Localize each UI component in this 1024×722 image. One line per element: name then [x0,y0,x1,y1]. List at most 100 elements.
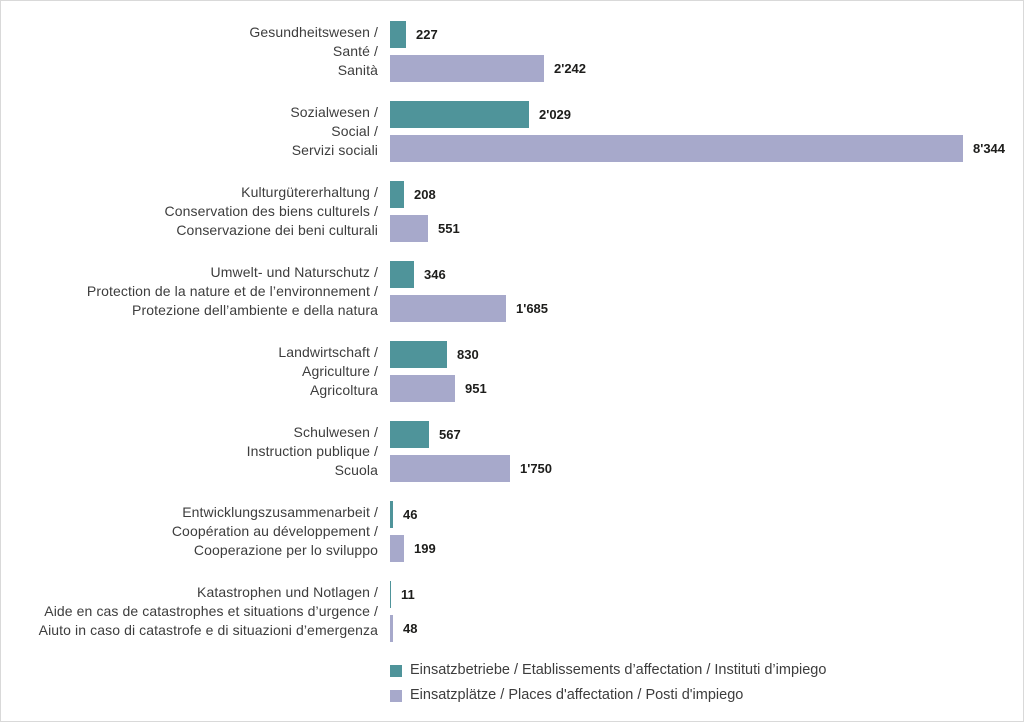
category-bars: 208 551 [390,181,460,242]
category-label-line: Santé / [332,43,378,59]
bar-line-einsatzplaetze: 551 [390,215,460,242]
bar-line-einsatzplaetze: 199 [390,535,436,562]
bar-line-einsatzbetriebe: 830 [390,341,487,368]
category-label-line: Aide en cas de catastrophes et situation… [44,603,378,619]
category-label-line: Agriculture / [302,363,378,379]
value-einsatzbetriebe: 2'029 [539,107,572,122]
category-label: Sozialwesen / Social / Servizi sociali [1,103,378,160]
category-label-line: Servizi sociali [291,142,378,158]
category-row: Katastrophen und Notlagen / Aide en cas d… [1,581,1023,642]
value-einsatzbetriebe: 208 [414,187,436,202]
category-label-line: Gesundheitswesen / [249,24,378,40]
category-label-line: Conservazione dei beni culturali [176,222,378,238]
bar-einsatzbetriebe [390,501,393,528]
category-label: Schulwesen / Instruction publique / Scuola [1,423,378,480]
category-bars: 2'029 8'344 [390,101,1005,162]
category-label-line: Agricoltura [309,382,378,398]
category-label-line: Umwelt- und Naturschutz / [210,264,378,280]
bar-einsatzplaetze [390,615,393,642]
category-label: Gesundheitswesen / Santé / Sanità [1,23,378,80]
category-label: Katastrophen und Notlagen / Aide en cas d… [1,583,378,640]
legend-label-einsatzplaetze: Einsatzplätze / Places d'affectation / P… [410,687,744,703]
bar-einsatzplaetze [390,295,506,322]
bar-einsatzbetriebe [390,101,529,128]
bar-einsatzplaetze [390,135,963,162]
category-label-line: Conservation des biens culturels / [164,203,378,219]
category-row: Schulwesen / Instruction publique / Scuola… [1,421,1023,482]
legend-label-einsatzbetriebe: Einsatzbetriebe / Etablissements d’affec… [410,662,827,678]
value-einsatzplaetze: 48 [403,621,418,636]
bar-line-einsatzplaetze: 2'242 [390,55,586,82]
legend-swatch-einsatzbetriebe-icon [390,664,402,677]
value-einsatzplaetze: 1'750 [520,461,553,476]
value-einsatzbetriebe: 830 [457,347,479,362]
category-row: Kulturgütererhaltung / Conservation des b… [1,181,1023,242]
category-row: Sozialwesen / Social / Servizi sociali 2'0… [1,101,1023,162]
chart-rows: Gesundheitswesen / Santé / Sanità 227 2'24… [1,21,1023,642]
category-bars: 830 951 [390,341,487,402]
category-bars: 11 48 [390,581,417,642]
category-row: Entwicklungszusammenarbeit / Coopération … [1,501,1023,562]
value-einsatzbetriebe: 11 [401,587,415,602]
bar-einsatzplaetze [390,375,455,402]
bar-line-einsatzplaetze: 1'685 [390,295,548,322]
bar-line-einsatzbetriebe: 2'029 [390,101,1005,128]
legend-item-einsatzplaetze: Einsatzplätze / Places d'affectation / P… [390,686,1023,705]
category-bars: 46 199 [390,501,436,562]
bar-line-einsatzplaetze: 1'750 [390,455,552,482]
category-label-line: Instruction publique / [246,443,378,459]
bar-einsatzplaetze [390,215,428,242]
bar-einsatzplaetze [390,535,404,562]
category-label-line: Protezione dell’ambiente e della natura [132,302,378,318]
bar-einsatzplaetze [390,55,544,82]
category-label-line: Protection de la nature et de l’environn… [86,283,378,299]
category-label: Landwirtschaft / Agriculture / Agricoltura [1,343,378,400]
category-label-line: Aiuto in caso di catastrofe e di situazi… [38,622,378,638]
bar-einsatzbetriebe [390,21,406,48]
legend-swatch-einsatzplaetze-icon [390,689,402,702]
category-row: Gesundheitswesen / Santé / Sanità 227 2'24… [1,21,1023,82]
bar-line-einsatzbetriebe: 46 [390,501,436,528]
category-label: Kulturgütererhaltung / Conservation des b… [1,183,378,240]
bar-einsatzbetriebe [390,181,404,208]
category-row: Landwirtschaft / Agriculture / Agricoltura… [1,341,1023,402]
value-einsatzplaetze: 8'344 [973,141,1006,156]
category-label-line: Kulturgütererhaltung / [241,184,378,200]
category-bars: 567 1'750 [390,421,552,482]
category-bars: 346 1'685 [390,261,548,322]
value-einsatzbetriebe: 567 [439,427,461,442]
category-label: Umwelt- und Naturschutz / Protection de l… [1,263,378,320]
value-einsatzplaetze: 1'685 [516,301,549,316]
category-label-line: Sanità [337,62,378,78]
category-label-line: Katastrophen und Notlagen / [197,584,378,600]
bar-line-einsatzplaetze: 48 [390,615,417,642]
value-einsatzplaetze: 2'242 [554,61,587,76]
legend-item-einsatzbetriebe: Einsatzbetriebe / Etablissements d’affec… [390,661,1023,680]
category-row: Umwelt- und Naturschutz / Protection de l… [1,261,1023,322]
category-bars: 227 2'242 [390,21,586,82]
category-label-line: Cooperazione per lo sviluppo [193,542,378,558]
bar-einsatzbetriebe [390,581,391,608]
bar-line-einsatzbetriebe: 208 [390,181,460,208]
bar-line-einsatzbetriebe: 346 [390,261,548,288]
value-einsatzplaetze: 551 [438,221,460,236]
bar-einsatzbetriebe [390,341,447,368]
category-label: Entwicklungszusammenarbeit / Coopération … [1,503,378,560]
bar-einsatzbetriebe [390,261,414,288]
chart-plot-area: Gesundheitswesen / Santé / Sanità 227 2'24… [1,1,1023,705]
value-einsatzbetriebe: 46 [403,507,418,522]
category-label-line: Social / [331,123,378,139]
bar-einsatzbetriebe [390,421,429,448]
bar-line-einsatzbetriebe: 227 [390,21,586,48]
bar-einsatzplaetze [390,455,510,482]
bar-line-einsatzbetriebe: 567 [390,421,552,448]
bar-line-einsatzplaetze: 8'344 [390,135,1005,162]
category-label-line: Coopération au développement / [171,523,378,539]
bar-line-einsatzbetriebe: 11 [390,581,417,608]
legend: Einsatzbetriebe / Etablissements d’affec… [390,661,1023,705]
value-einsatzbetriebe: 227 [416,27,438,42]
value-einsatzplaetze: 199 [414,541,436,556]
value-einsatzplaetze: 951 [465,381,487,396]
category-label-line: Schulwesen / [293,424,378,440]
